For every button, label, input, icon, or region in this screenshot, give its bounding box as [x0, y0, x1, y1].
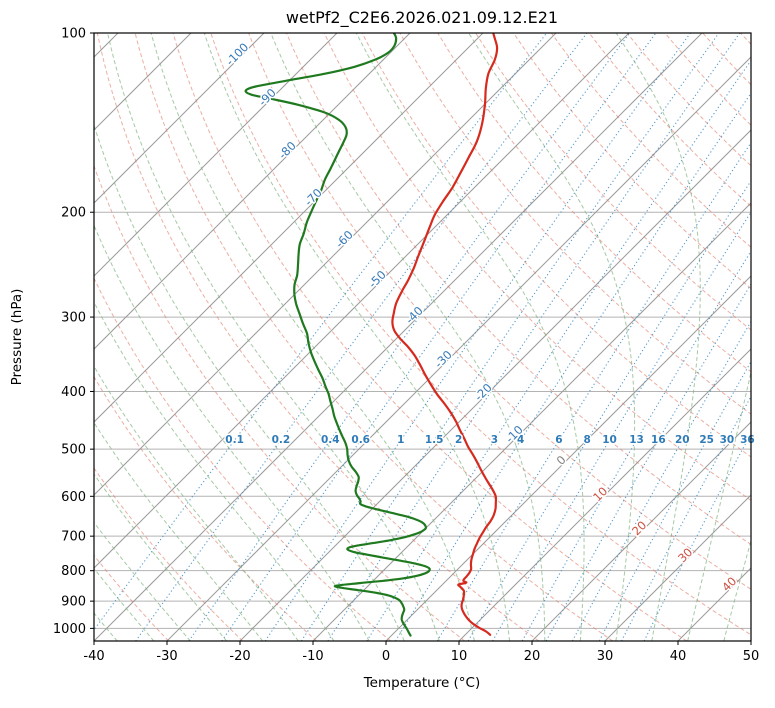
isotherm-label: -40: [403, 304, 426, 327]
isotherm-label: 20: [629, 518, 649, 538]
mixing-ratio-label: 13: [629, 434, 644, 446]
isotherm-lines: [94, 33, 751, 641]
isotherm-label: -60: [333, 228, 356, 251]
dry-adiabat-lines: [94, 33, 751, 641]
y-tick-label: 1000: [53, 622, 86, 637]
y-tick-label: 600: [61, 490, 86, 505]
isotherm-label: 30: [675, 545, 695, 565]
y-tick-label: 400: [61, 385, 86, 400]
mixing-ratio-label: 30: [720, 434, 735, 446]
mixing-ratio-labels: 0.1 0.2 0.4 0.6 1 1.5 2 3 4 6 8 10 13 16 20 25 30 36: [224, 433, 756, 448]
isotherm-label: -90: [256, 86, 279, 109]
x-tick-label: 10: [451, 649, 468, 664]
y-tick-label: 500: [61, 443, 86, 458]
dewpoint-curve: [244, 33, 431, 637]
isobar-gridlines: [94, 33, 751, 629]
x-tick-label: -10: [302, 649, 323, 664]
isotherm-label: -20: [472, 381, 495, 404]
mixing-ratio-label: 8: [583, 434, 590, 446]
y-axis-label: Pressure (hPa): [9, 289, 25, 386]
x-tick-label: 30: [597, 649, 614, 664]
x-tick-label: 0: [382, 649, 390, 664]
x-tick-label: 20: [524, 649, 541, 664]
y-axis-ticks: 100 200 300 400 500 600 700 800 900 1000: [53, 27, 94, 637]
y-tick-label: 900: [61, 595, 86, 610]
mixing-ratio-label: 1.5: [425, 434, 444, 446]
x-axis-ticks: -40 -30 -20 -10 0 10 20 30 40 50: [83, 641, 759, 664]
mixing-ratio-label: 0.6: [351, 434, 370, 446]
mixing-ratio-label: 0.2: [272, 434, 291, 446]
x-tick-label: 40: [670, 649, 687, 664]
y-tick-label: 800: [61, 564, 86, 579]
y-tick-label: 300: [61, 311, 86, 326]
isotherm-label: -100: [223, 40, 251, 68]
mixing-ratio-label: 2: [455, 434, 462, 446]
isotherm-label: -50: [366, 268, 389, 291]
chart-title: wetPf2_C2E6.2026.021.09.12.E21: [286, 8, 558, 28]
mixing-ratio-label: 0.1: [225, 434, 244, 446]
mixing-ratio-lines: [94, 33, 751, 641]
mixing-ratio-label: 25: [699, 434, 714, 446]
y-tick-label: 100: [61, 27, 86, 42]
mixing-ratio-label: 0.4: [321, 434, 340, 446]
x-tick-label: -30: [156, 649, 177, 664]
mixing-ratio-label: 6: [555, 434, 562, 446]
mixing-ratio-label: 10: [602, 434, 617, 446]
plot-border: [93, 32, 752, 642]
moist-adiabat-lines: [94, 33, 751, 641]
x-tick-label: -20: [229, 649, 250, 664]
isotherm-label: 40: [719, 574, 739, 594]
mixing-ratio-label: 3: [491, 434, 498, 446]
mixing-ratio-label: 4: [517, 434, 524, 446]
mixing-ratio-label: 20: [675, 434, 690, 446]
x-axis-label: Temperature (°C): [363, 675, 481, 691]
y-tick-label: 700: [61, 530, 86, 545]
mixing-ratio-label: 1: [397, 434, 404, 446]
temperature-curve: [391, 33, 499, 636]
isotherm-label: -80: [276, 139, 299, 162]
mixing-ratio-label: 16: [651, 434, 666, 446]
y-tick-label: 200: [61, 206, 86, 221]
isotherm-label: 10: [590, 484, 610, 504]
x-tick-label: -40: [83, 649, 104, 664]
mixing-ratio-label: 36: [740, 434, 755, 446]
x-tick-label: 50: [743, 649, 760, 664]
